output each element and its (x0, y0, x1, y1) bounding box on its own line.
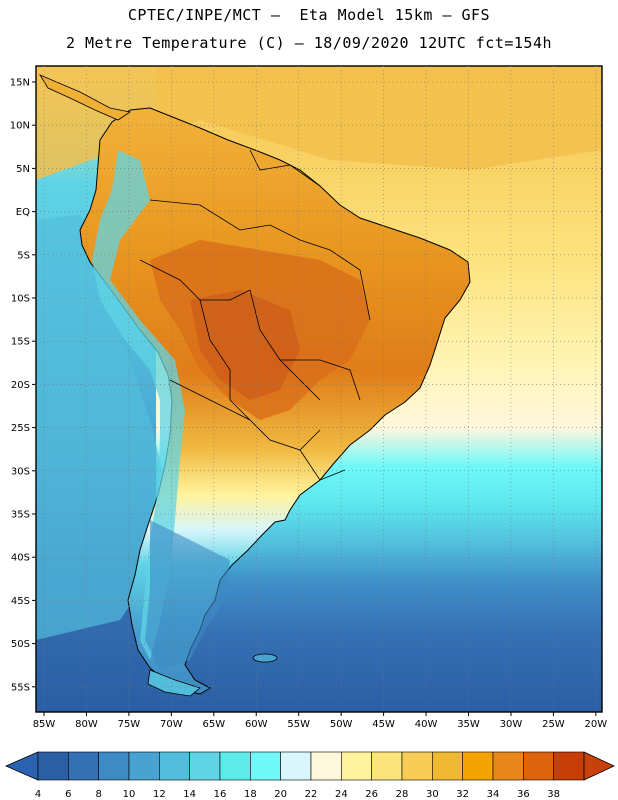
lat-label: 10N (10, 121, 30, 132)
lon-label: 80W (75, 719, 98, 730)
colorbar-swatch (523, 751, 554, 781)
colorbar-label: 6 (65, 789, 71, 800)
longitude-labels: 85W 80W 75W 70W 65W 60W 55W 50W 45W 40W 35W 30W 25W 2… (33, 719, 608, 730)
colorbar-swatch (98, 751, 130, 781)
latitude-labels: 15N 10N 5N EQ 5S 10S 15S 20S 25S 30S 35S 40S 45S 50S 5… (10, 78, 30, 694)
lon-label: 35W (457, 719, 480, 730)
central-america (39, 74, 132, 121)
colorbar-swatch (189, 751, 221, 781)
colorbar-label: 30 (426, 789, 439, 800)
colorbar-swatch (341, 751, 372, 781)
colorbar-label: 12 (153, 789, 166, 800)
colorbar-label: 22 (305, 789, 318, 800)
colorbar-label: 8 (95, 789, 101, 800)
colorbar-over-arrow (583, 751, 615, 781)
country-borders (139, 149, 371, 481)
map-frame (35, 65, 603, 713)
lat-label: 15S (11, 337, 30, 348)
lat-label: 20S (11, 380, 30, 391)
lat-label: 35S (11, 510, 30, 521)
colorbar-swatch (401, 751, 433, 781)
hottest-core (190, 290, 300, 400)
graticule (32, 66, 602, 716)
colorbar-swatch (310, 751, 342, 781)
colorbar-label: 18 (244, 789, 257, 800)
colorbar-label: 20 (274, 789, 287, 800)
colorbar-swatch (371, 751, 403, 781)
lat-label: 25S (11, 423, 30, 434)
lat-label: 5S (17, 250, 30, 261)
colorbar-label: 24 (335, 789, 348, 800)
colorbar-swatch (68, 751, 99, 781)
lon-label: 60W (245, 719, 268, 730)
lon-label: 45W (372, 719, 395, 730)
colorbar-label: 26 (365, 789, 378, 800)
colorbar-label: 34 (487, 789, 500, 800)
colorbar-label: 4 (35, 789, 41, 800)
lat-label: 30S (11, 466, 30, 477)
lat-label: 10S (11, 294, 30, 305)
map-title-line2: 2 Metre Temperature (C) – 18/09/2020 12U… (65, 34, 553, 52)
lat-label: 40S (11, 553, 30, 564)
lat-label: EQ (16, 207, 30, 218)
lon-label: 85W (33, 719, 56, 730)
lat-label: 5N (16, 164, 30, 175)
map-title-line1: CPTEC/INPE/MCT – Eta Model 15km – GFS (127, 6, 491, 24)
lon-label: 20W (585, 719, 608, 730)
colorbar-label: 28 (396, 789, 409, 800)
lat-label: 55S (11, 682, 30, 693)
lon-label: 50W (330, 719, 353, 730)
lat-label: 50S (11, 639, 30, 650)
colorbar-label: 16 (214, 789, 227, 800)
colorbar-swatch (432, 751, 463, 781)
tierra-del-fuego (147, 669, 201, 697)
colorbar-label: 36 (517, 789, 530, 800)
colorbar-swatch (250, 751, 281, 781)
lat-label: 15N (10, 78, 30, 89)
colorbar: 4 6 8 10 12 14 16 18 20 22 24 26 28 30 32 34 36 38 (5, 751, 615, 800)
colorbar-label: 38 (547, 789, 560, 800)
colorbar-swatch (37, 751, 69, 781)
colorbar-swatch (492, 751, 524, 781)
lon-label: 65W (202, 719, 225, 730)
lon-label: 30W (500, 719, 523, 730)
colorbar-swatch (280, 751, 312, 781)
colorbar-swatch (159, 751, 190, 781)
tropical-warm-band (36, 66, 602, 180)
colorbar-swatch (128, 751, 160, 781)
colorbar-swatch (553, 751, 585, 781)
lon-label: 55W (287, 719, 310, 730)
colorbar-label: 10 (123, 789, 136, 800)
colorbar-label: 32 (456, 789, 469, 800)
lat-label: 45S (11, 596, 30, 607)
humboldt-cool-tongue (36, 215, 170, 640)
colorbar-swatch (462, 751, 494, 781)
lon-label: 75W (118, 719, 141, 730)
lon-label: 70W (160, 719, 183, 730)
colorbar-swatch (219, 751, 251, 781)
colorbar-label: 14 (183, 789, 196, 800)
lon-label: 25W (542, 719, 565, 730)
lon-label: 40W (415, 719, 438, 730)
falkland-islands (252, 653, 278, 663)
colorbar-under-arrow (5, 751, 39, 781)
